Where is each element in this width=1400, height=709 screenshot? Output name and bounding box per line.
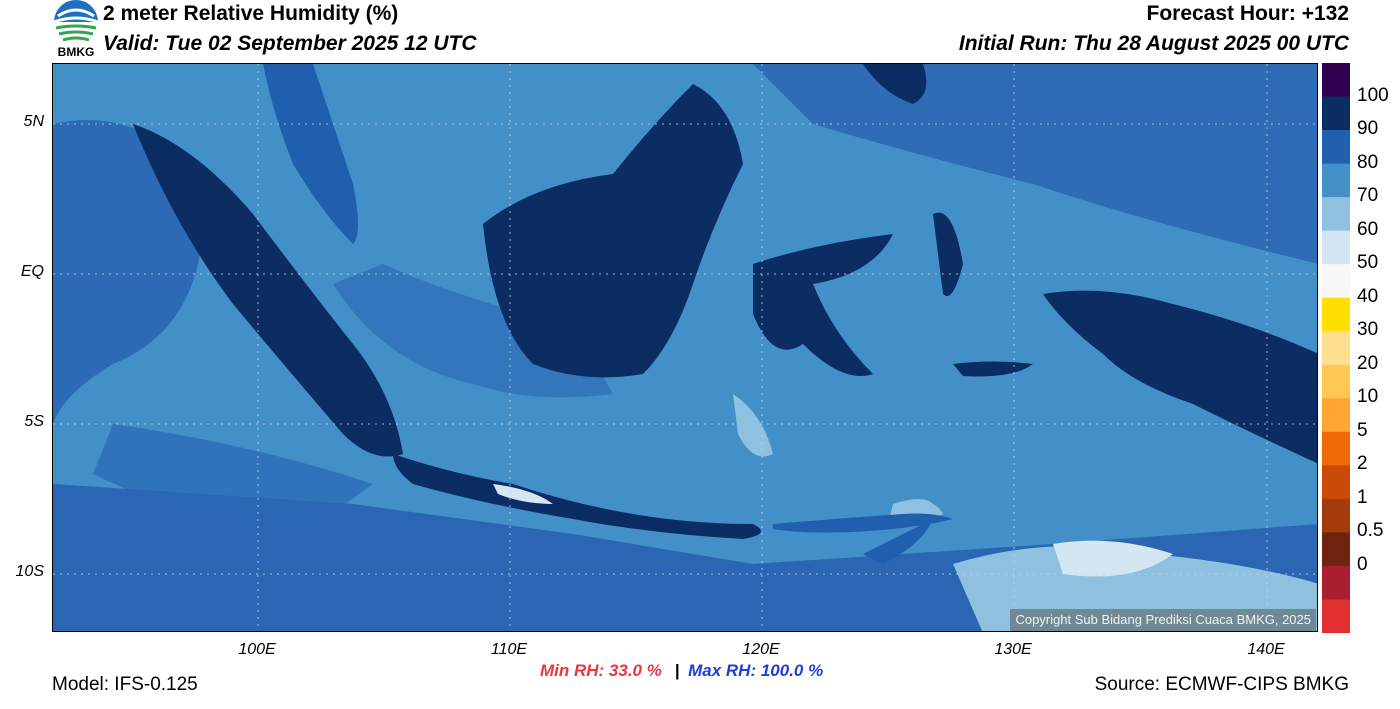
lon-tick-140e: 140E xyxy=(1247,641,1285,658)
colorbar-swatch xyxy=(1322,163,1350,198)
lat-tick-eq: EQ xyxy=(20,263,44,280)
source-label: Source: ECMWF-CIPS BMKG xyxy=(1094,674,1349,695)
colorbar-swatch xyxy=(1322,599,1350,634)
colorbar-swatch xyxy=(1322,331,1350,366)
colorbar-swatch xyxy=(1322,565,1350,600)
initial-run: Initial Run: Thu 28 August 2025 00 UTC xyxy=(958,32,1349,55)
colorbar-label: 20 xyxy=(1357,352,1379,374)
colorbar-label: 2 xyxy=(1357,453,1368,475)
colorbar-label: 1 xyxy=(1357,486,1368,508)
lon-tick-100e: 100E xyxy=(238,641,276,658)
colorbar-swatches xyxy=(1322,63,1350,634)
map-title: 2 meter Relative Humidity (%) xyxy=(103,2,399,25)
logo-text: BMKG xyxy=(57,45,95,59)
colorbar-swatch xyxy=(1322,197,1350,232)
lon-tick-110e: 110E xyxy=(490,641,528,658)
humidity-map-canvas xyxy=(53,64,1317,631)
colorbar-swatch xyxy=(1322,297,1350,332)
colorbar-swatch xyxy=(1322,230,1350,265)
colorbar-label: 30 xyxy=(1357,319,1379,341)
lat-tick-5n: 5N xyxy=(23,113,44,130)
colorbar-swatch xyxy=(1322,96,1350,131)
rh-separator: | xyxy=(674,661,680,680)
max-rh: Max RH: 100.0 % xyxy=(688,661,824,680)
colorbar-label: 5 xyxy=(1357,419,1368,441)
colorbar-label: 60 xyxy=(1357,218,1379,240)
colorbar-label: 100 xyxy=(1357,84,1389,106)
colorbar-swatch xyxy=(1322,130,1350,165)
lon-tick-120e: 120E xyxy=(742,641,780,658)
copyright-label: Copyright Sub Bidang Prediksi Cuaca BMKG… xyxy=(1010,609,1316,631)
lon-tick-130e: 130E xyxy=(994,641,1032,658)
min-rh: Min RH: 33.0 % xyxy=(540,661,662,680)
colorbar-swatch xyxy=(1322,498,1350,533)
colorbar-swatch xyxy=(1322,63,1350,98)
valid-time: Valid: Tue 02 September 2025 12 UTC xyxy=(103,32,477,55)
colorbar-label: 40 xyxy=(1357,285,1379,307)
colorbar-swatch xyxy=(1322,532,1350,567)
colorbar-label: 70 xyxy=(1357,185,1379,207)
model-label: Model: IFS-0.125 xyxy=(52,674,198,695)
colorbar-swatch xyxy=(1322,398,1350,433)
colorbar xyxy=(1322,63,1350,634)
colorbar-swatch xyxy=(1322,264,1350,299)
colorbar-swatch xyxy=(1322,465,1350,500)
colorbar-label: 0.5 xyxy=(1357,520,1384,542)
bmkg-logo: BMKG xyxy=(50,0,102,60)
colorbar-label: 90 xyxy=(1357,118,1379,140)
colorbar-label: 50 xyxy=(1357,252,1379,274)
forecast-hour: Forecast Hour: +132 xyxy=(1146,2,1350,25)
colorbar-swatch xyxy=(1322,364,1350,399)
rh-summary: Min RH: 33.0 % | Max RH: 100.0 % xyxy=(540,661,823,681)
colorbar-label: 10 xyxy=(1357,386,1379,408)
colorbar-label: 80 xyxy=(1357,151,1379,173)
bmkg-logo-icon xyxy=(53,0,99,42)
colorbar-swatch xyxy=(1322,431,1350,466)
lat-tick-5s: 5S xyxy=(24,413,44,430)
lat-tick-10s: 10S xyxy=(15,563,44,580)
humidity-map xyxy=(52,63,1318,632)
colorbar-label: 0 xyxy=(1357,553,1368,575)
